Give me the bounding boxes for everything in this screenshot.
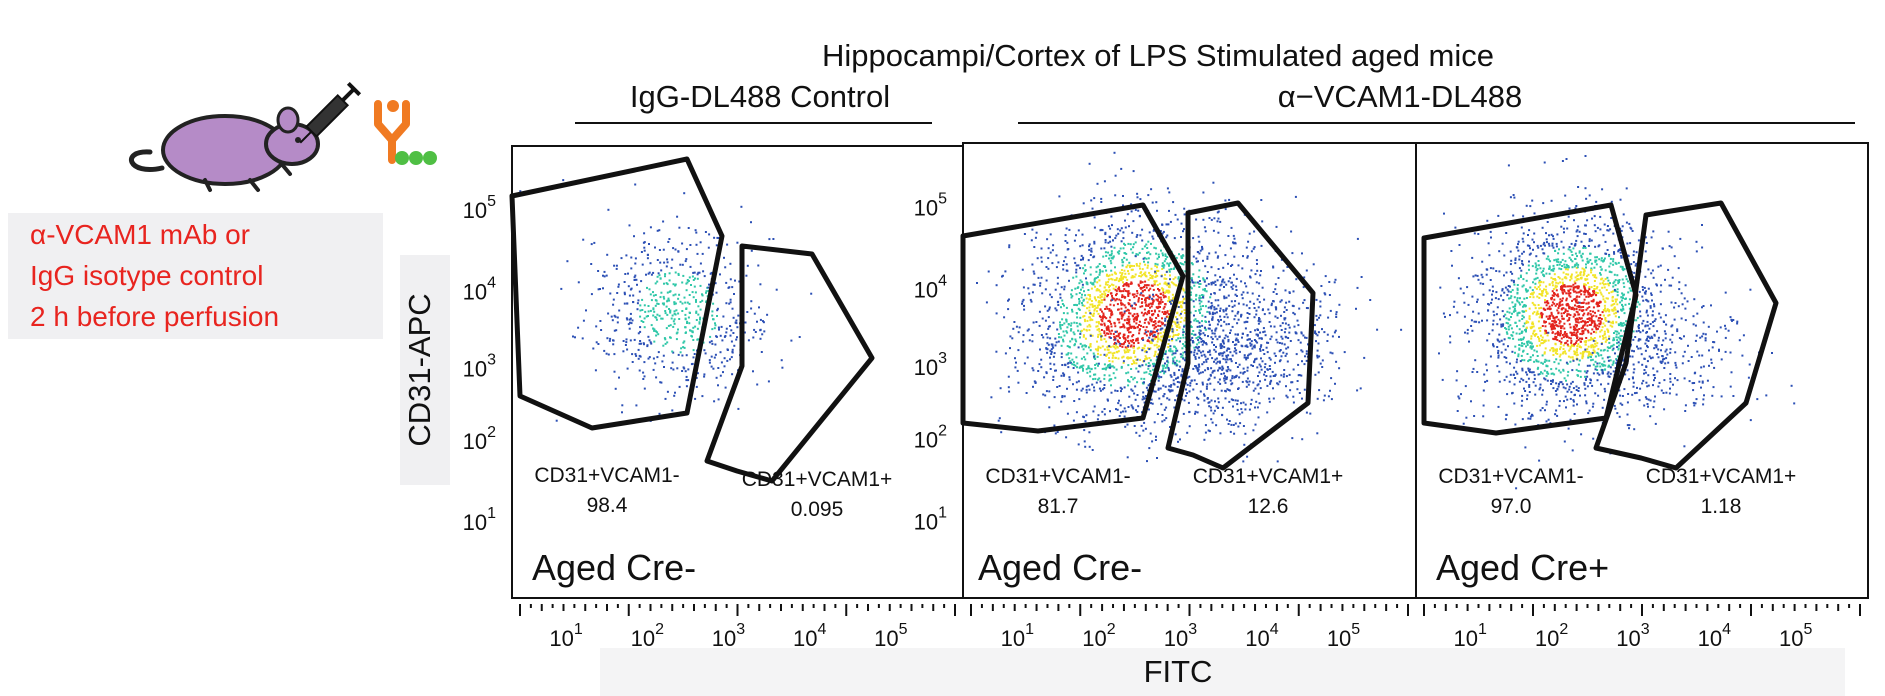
gate-cd31-vcam1-negative[interactable] [960,202,1186,434]
x-tick-label: 102 [1535,621,1568,651]
gate-negative-name: CD31+VCAM1- [985,465,1130,488]
x-tick-label: 105 [1327,621,1360,651]
density-dots [519,179,813,422]
gate-negative-name: CD31+VCAM1- [534,464,679,487]
gate-positive-percent: 0.095 [791,498,844,521]
gate-negative-percent: 81.7 [1038,495,1079,518]
density-dots [976,151,1403,478]
gate-negative-name: CD31+VCAM1- [1438,465,1583,488]
sample-label: Aged Cre+ [1436,547,1609,588]
y-tick-label: 103 [914,350,947,380]
mouse-icon [129,106,320,192]
group-label-control: IgG-DL488 Control [630,79,890,114]
x-tick-label: 102 [1082,621,1115,651]
flow-panel-2: 105 104 103 102 101 101 102 103 104 105 CD31+VCAM1… [914,142,1417,651]
gate-negative-percent: 97.0 [1491,495,1532,518]
plot-frame [1415,142,1869,599]
group-label-vcam: α−VCAM1-DL488 [1278,79,1523,114]
gate-positive-name: CD31+VCAM1+ [1193,465,1344,488]
x-tick-label: 101 [1454,621,1487,651]
y-tick-label: 105 [914,191,947,221]
x-tick-label: 103 [1616,621,1649,651]
x-tick-label: 104 [1245,621,1278,651]
flow-panel-3: 101 102 103 104 105 CD31+VCAM1- 97.0 CD31+VCAM1… [1415,142,1869,651]
x-tick-label: 105 [1779,621,1812,651]
flow-panel-1: 105 104 103 102 101 101 102 103 104 105 CD31+VCAM1… [463,145,964,651]
gate-cd31-vcam1-positive[interactable] [704,243,875,484]
y-tick-label: 104 [463,275,496,305]
plot-panels: 105 104 103 102 101 101 102 103 104 105 CD31+VCAM1… [463,142,1869,651]
y-tick-label: 101 [463,505,496,535]
ylabel-background [400,255,450,485]
x-tick-label: 103 [712,621,745,651]
x-tick-label: 102 [631,621,664,651]
injection-note-line2: IgG isotype control [30,260,263,291]
y-tick-label: 103 [463,351,496,381]
x-tick-label: 105 [874,621,907,651]
y-tick-label: 101 [914,505,947,535]
x-tick-label: 104 [793,621,826,651]
x-tick-label: 101 [549,621,582,651]
gate-cd31-vcam1-negative[interactable] [509,156,725,431]
y-tick-label: 102 [463,424,496,454]
gate-positive-name: CD31+VCAM1+ [1646,465,1797,488]
left-panel-background [8,213,383,339]
x-tick-label: 104 [1698,621,1731,651]
gate-positive-percent: 1.18 [1701,495,1742,518]
sample-label: Aged Cre- [978,547,1142,588]
y-axis-label: CD31-APC [402,293,437,446]
sample-label: Aged Cre- [532,547,696,588]
gate-negative-percent: 98.4 [587,494,628,517]
injection-note-line1: α-VCAM1 mAb or [30,219,250,250]
x-tick-label: 103 [1164,621,1197,651]
gate-cd31-vcam1-positive[interactable] [1165,200,1316,471]
y-tick-label: 104 [914,273,947,303]
y-tick-label: 105 [463,193,496,223]
gate-positive-name: CD31+VCAM1+ [742,468,893,491]
figure-title: Hippocampi/Cortex of LPS Stimulated aged… [822,38,1494,73]
x-tick-label: 101 [1001,621,1034,651]
x-axis-label: FITC [1144,654,1213,689]
y-tick-label: 102 [914,423,947,453]
gate-positive-percent: 12.6 [1248,495,1289,518]
xlabel-background [600,648,1845,696]
antibody-icon [374,100,437,165]
gate-cd31-vcam1-positive[interactable] [1593,200,1779,471]
syringe-icon [299,81,362,144]
injection-note-line3: 2 h before perfusion [30,301,279,332]
